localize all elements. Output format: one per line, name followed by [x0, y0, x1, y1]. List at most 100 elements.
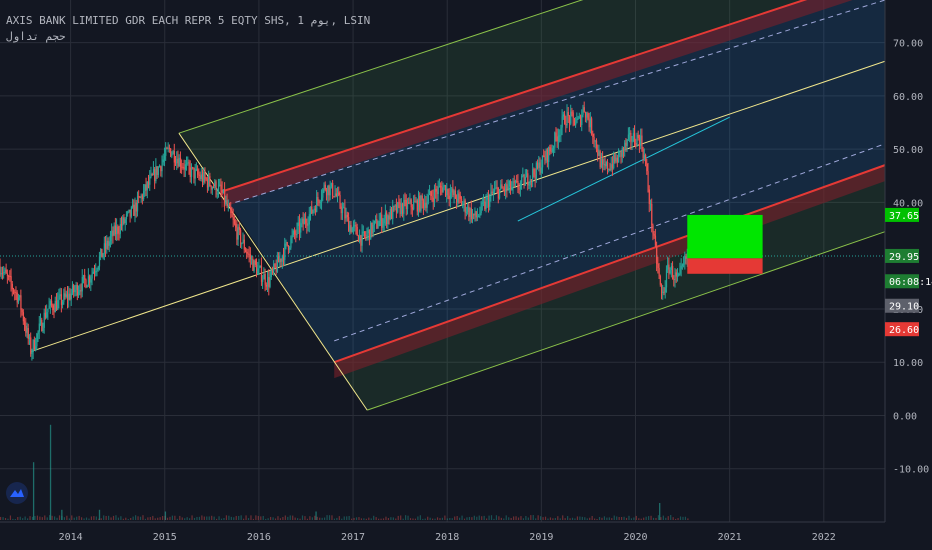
candle-body	[393, 206, 395, 208]
volume-spike	[61, 509, 63, 520]
candle-body	[560, 127, 562, 136]
candle-body	[350, 225, 352, 233]
candle-body	[384, 212, 387, 219]
candle-body	[656, 245, 658, 264]
time-axis[interactable]: 2014 2015 2016 2017 2018 2019 2020 2021 2022	[59, 532, 836, 543]
candle-body	[70, 293, 72, 300]
volume-indicator-label[interactable]: حجم تداول	[6, 30, 66, 43]
candle-body	[469, 208, 471, 217]
candle-body	[345, 214, 347, 219]
candle-body	[232, 216, 234, 220]
volume-bar	[378, 518, 380, 520]
candle-body	[125, 214, 128, 220]
candle-body	[359, 235, 361, 242]
candle-body	[377, 226, 379, 229]
candle-body	[292, 230, 295, 235]
candle-body	[273, 263, 275, 271]
candle-body	[594, 140, 596, 142]
candle-body	[148, 181, 150, 185]
candle-body	[205, 178, 207, 180]
volume-bar	[387, 518, 390, 520]
candle-body	[195, 169, 198, 171]
volume-bar	[306, 518, 309, 520]
candle-body	[51, 300, 53, 306]
candle-body	[244, 249, 247, 252]
symbol-title[interactable]: AXIS BANK LIMITED GDR EACH REPR 5 EQTY S…	[6, 14, 371, 27]
candle-body	[600, 159, 603, 168]
upper-red-band-edge	[220, 0, 808, 193]
volume-bar	[370, 518, 372, 520]
time-tick-label: 2020	[623, 532, 647, 543]
volume-bar	[417, 516, 419, 520]
candle-body	[679, 268, 681, 274]
risk-reward-boxes[interactable]	[687, 214, 763, 274]
candle-body	[15, 292, 17, 294]
volume-bar	[427, 516, 429, 520]
volume-bar	[473, 515, 475, 520]
candle-body	[134, 202, 136, 216]
candle-body	[514, 180, 517, 183]
volume-bar	[152, 515, 154, 520]
candle-body	[465, 211, 468, 213]
candle-body	[368, 229, 371, 240]
price-tick-label: 0.00	[893, 411, 917, 422]
candle-body	[221, 189, 223, 193]
volume-bar	[500, 517, 502, 520]
candle-body	[519, 182, 522, 189]
candle-body	[36, 334, 38, 347]
volume-bar	[544, 516, 547, 520]
candle-body	[101, 248, 103, 258]
candle-body	[37, 331, 39, 335]
candle-body	[144, 184, 146, 191]
volume-bar	[294, 517, 296, 520]
volume-bar	[267, 518, 269, 520]
volume-bar	[481, 516, 483, 520]
volume-bar	[331, 515, 333, 520]
candle-body	[31, 352, 33, 354]
candle-body	[491, 191, 493, 194]
candle-body	[105, 243, 107, 249]
volume-bar	[41, 517, 43, 520]
candle-body	[546, 149, 549, 162]
candle-body	[649, 203, 652, 205]
candle-body	[114, 225, 117, 235]
candle-body	[587, 113, 589, 120]
candle-body	[1, 273, 4, 275]
volume-bar	[196, 516, 198, 520]
volume-bar	[186, 517, 188, 520]
candle-body	[476, 216, 479, 218]
candle-body	[355, 225, 357, 227]
candle-body	[603, 164, 605, 166]
volume-bar	[319, 517, 321, 520]
candle-body	[591, 118, 593, 135]
candle-body	[80, 289, 82, 292]
candle-body	[643, 155, 646, 159]
candle-body	[681, 264, 684, 266]
candle-body	[572, 112, 574, 118]
time-tick-label: 2016	[247, 532, 271, 543]
volume-bar	[301, 515, 304, 520]
candle-body	[611, 164, 614, 169]
volume-bar	[162, 515, 164, 520]
candle-body	[338, 192, 340, 195]
candle-body	[84, 275, 86, 280]
volume-bar	[39, 516, 41, 520]
volume-bar	[422, 518, 424, 520]
candle-body	[248, 253, 250, 255]
candle-body	[551, 148, 553, 152]
volume-bar	[488, 515, 490, 520]
volume-bar	[537, 515, 539, 520]
candle-body	[422, 200, 425, 208]
candle-body	[389, 208, 391, 220]
volume-bar	[7, 518, 9, 520]
volume-bar	[530, 515, 532, 520]
candle-body	[403, 199, 405, 214]
candle-body	[581, 115, 583, 125]
volume-bar	[137, 516, 139, 520]
candle-body	[297, 222, 299, 227]
volume-bar	[648, 516, 650, 520]
volume-bar	[66, 515, 68, 520]
candle-body	[311, 206, 313, 214]
volume-bar	[463, 518, 466, 520]
